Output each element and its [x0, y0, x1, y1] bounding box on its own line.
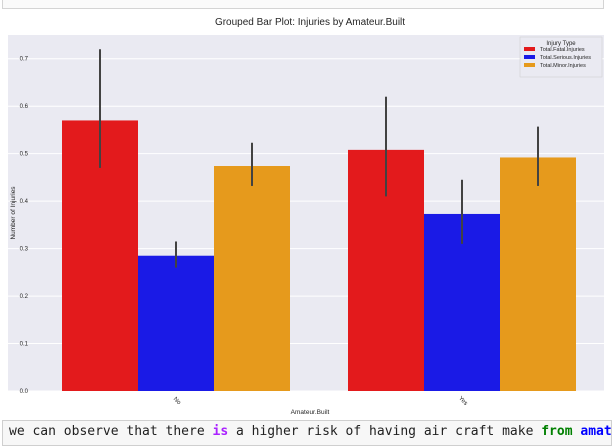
bar-chart: 0.0 0.1 0.2 0.3 0.4 0.5 0.6 0.7 No Yes Grouped B… — [8, 17, 604, 416]
code-keyword-is: is — [212, 424, 229, 439]
y-tick-label: 0.5 — [20, 152, 29, 158]
legend-swatch — [524, 63, 535, 67]
legend-items: Total.Fatal.Injuries Total.Serious.Injuri… — [524, 47, 591, 69]
y-tick-label: 0.1 — [20, 342, 29, 348]
y-tick-label: 0.2 — [20, 294, 29, 300]
bar — [138, 255, 214, 391]
y-tick-labels: 0.0 0.1 0.2 0.3 0.4 0.5 0.6 0.7 — [20, 57, 29, 395]
x-tick-labels: No Yes — [172, 396, 468, 407]
x-axis-label: Amateur.Built — [291, 409, 330, 416]
x-tick-label: Yes — [457, 396, 468, 407]
y-tick-label: 0.4 — [20, 199, 29, 205]
y-tick-label: 0.0 — [20, 389, 29, 395]
error-bars — [99, 49, 539, 268]
y-tick-label: 0.6 — [20, 104, 29, 110]
legend: Injury Type Total.Fatal.Injuries Total.Se… — [519, 36, 603, 78]
code-line: we can observe that there is a higher ri… — [9, 424, 612, 439]
code-text: we can observe that there — [9, 424, 213, 439]
legend-swatch — [524, 47, 535, 51]
legend-title: Injury Type — [546, 41, 576, 47]
y-axis-label: Number of Injuries — [10, 186, 17, 240]
x-tick-label: No — [172, 396, 182, 406]
bar — [214, 166, 290, 391]
code-identifier: amat — [580, 424, 612, 439]
code-text: a higher risk of having air craft make — [228, 424, 542, 439]
chart-title: Grouped Bar Plot: Injuries by Amateur.Bu… — [215, 17, 405, 28]
y-tick-label: 0.3 — [20, 247, 29, 253]
legend-label: Total.Fatal.Injuries — [540, 47, 585, 53]
legend-swatch — [524, 55, 535, 59]
legend-label: Total.Minor.Injuries — [540, 63, 586, 69]
legend-label: Total.Serious.Injuries — [540, 55, 591, 61]
bar — [500, 157, 576, 391]
code-cell[interactable]: we can observe that there is a higher ri… — [2, 420, 612, 446]
chart-figure: 0.0 0.1 0.2 0.3 0.4 0.5 0.6 0.7 No Yes Grouped B… — [0, 8, 612, 416]
code-keyword-from: from — [541, 424, 573, 439]
previous-cell-border — [2, 0, 604, 9]
y-tick-label: 0.7 — [20, 57, 29, 63]
